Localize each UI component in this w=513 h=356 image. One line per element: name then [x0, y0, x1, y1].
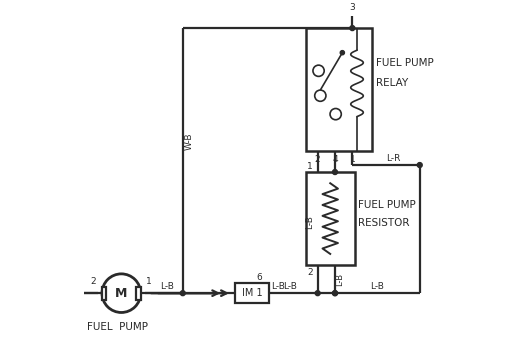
Text: 6: 6: [256, 273, 262, 282]
Circle shape: [332, 169, 338, 174]
Circle shape: [332, 291, 338, 295]
Circle shape: [180, 291, 185, 295]
Text: 2: 2: [91, 277, 96, 286]
Circle shape: [102, 274, 141, 313]
Text: L-B: L-B: [271, 282, 285, 291]
Bar: [136, 287, 141, 300]
Text: 1: 1: [349, 155, 355, 164]
Circle shape: [332, 291, 338, 295]
Bar: [306, 172, 355, 265]
Text: M: M: [115, 287, 128, 300]
Text: FUEL PUMP: FUEL PUMP: [358, 200, 416, 210]
Text: FUEL  PUMP: FUEL PUMP: [87, 321, 148, 331]
Text: L-B: L-B: [370, 282, 384, 291]
Circle shape: [330, 109, 341, 120]
Text: W-B: W-B: [185, 132, 193, 150]
Circle shape: [340, 51, 344, 55]
Text: RESISTOR: RESISTOR: [358, 218, 410, 228]
Bar: [306, 28, 372, 151]
Text: L-R: L-R: [386, 154, 400, 163]
Circle shape: [315, 291, 320, 295]
Circle shape: [350, 26, 355, 31]
Text: 4: 4: [332, 155, 338, 164]
Text: L-B: L-B: [161, 282, 174, 291]
Bar: [235, 283, 269, 303]
Text: L-B: L-B: [305, 215, 314, 229]
Text: 2: 2: [315, 155, 321, 164]
Circle shape: [313, 65, 324, 77]
Circle shape: [417, 163, 422, 167]
Bar: [102, 287, 106, 300]
Text: L-B: L-B: [334, 273, 344, 286]
Text: 2: 2: [307, 268, 313, 277]
Text: FUEL PUMP: FUEL PUMP: [376, 58, 433, 68]
Text: RELAY: RELAY: [376, 78, 408, 88]
Text: IM 1: IM 1: [242, 288, 263, 298]
Text: 1: 1: [146, 277, 152, 286]
Text: L-B: L-B: [283, 282, 297, 291]
Text: 1: 1: [307, 162, 313, 171]
Text: 3: 3: [349, 3, 355, 12]
Circle shape: [314, 90, 326, 101]
